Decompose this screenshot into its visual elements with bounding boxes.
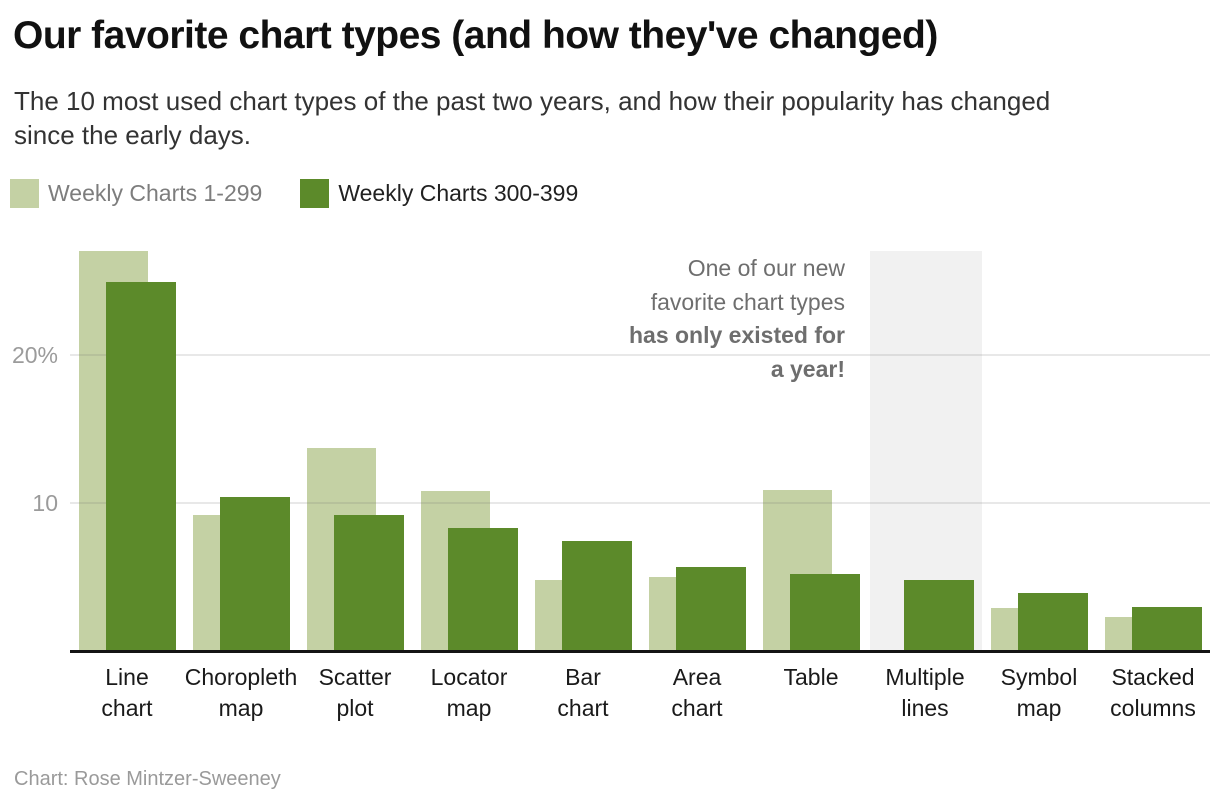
legend: Weekly Charts 1-299 Weekly Charts 300-39…: [10, 179, 578, 208]
bar-group-table: [754, 251, 868, 651]
x-axis-label-line: Symbol: [1000, 664, 1078, 690]
subtitle-line-1: The 10 most used chart types of the past…: [14, 86, 1051, 116]
x-axis-label-line: columns: [1110, 695, 1196, 721]
x-axis-label-line: plot: [336, 695, 374, 721]
subtitle-line-2: since the early days.: [14, 120, 252, 150]
gridline-10: [70, 501, 1210, 504]
legend-item-weekly-charts-1-299: Weekly Charts 1-299: [10, 179, 262, 208]
bar-weekly-charts-300-399-scatter-plot: [334, 514, 404, 651]
x-axis-label-line: Bar: [565, 664, 601, 690]
x-axis-label-line: Multiple: [885, 664, 965, 690]
gridline-20: [70, 353, 1210, 356]
legend-item-weekly-charts-300-399: Weekly Charts 300-399: [300, 179, 578, 208]
bar-group-locator-map: [412, 251, 526, 651]
bar-weekly-charts-300-399-choropleth-map: [220, 496, 290, 651]
x-axis-label-line: Area: [672, 664, 722, 690]
x-axis-label-area-chart: Area chart: [640, 662, 754, 724]
bar-weekly-charts-300-399-symbol-map: [1018, 593, 1088, 651]
x-axis-label-line: chart: [557, 695, 609, 721]
annotation-line: a year!: [770, 355, 845, 382]
y-axis-tick-label-10: 10: [32, 489, 58, 516]
annotation-line: favorite chart types: [650, 288, 845, 315]
chart-annotation: One of our new favorite chart types has on…: [629, 252, 845, 386]
x-axis-label-symbol-map: Symbol map: [982, 662, 1096, 724]
chart-credit: Chart: Rose Mintzer-Sweeney: [14, 768, 281, 790]
x-axis-label-line: lines: [901, 695, 949, 721]
bar-group-line-chart: [70, 251, 184, 651]
x-axis-label-line: chart: [671, 695, 723, 721]
page-subtitle: The 10 most used chart types of the past…: [14, 84, 1214, 152]
x-axis-label-line-chart: Line chart: [70, 662, 184, 724]
x-axis-label-table: Table: [754, 662, 868, 724]
legend-label: Weekly Charts 300-399: [338, 180, 579, 206]
bar-weekly-charts-300-399-locator-map: [448, 528, 518, 651]
x-axis-labels: Line chart Choropleth map Scatter plot Locator…: [70, 662, 1210, 724]
x-axis-label-line: Scatter: [318, 664, 392, 690]
x-axis-label-locator-map: Locator map: [412, 662, 526, 724]
annotation-line: has only existed for: [628, 322, 845, 348]
x-axis-label-line: Line: [105, 664, 149, 690]
x-axis-label-stacked-columns: Stacked columns: [1096, 662, 1210, 724]
x-axis-label-bar-chart: Bar chart: [526, 662, 640, 724]
x-axis-baseline: [70, 650, 1210, 653]
legend-swatch-dark-green: [300, 179, 330, 208]
bar-group-scatter-plot: [298, 251, 412, 651]
x-axis-label-line: map: [446, 695, 492, 721]
bar-group-bar-chart: [526, 251, 640, 651]
chart-plot: [70, 251, 1210, 651]
bar-weekly-charts-300-399-line-chart: [106, 282, 176, 651]
bar-group-stacked-columns: [1096, 251, 1210, 651]
x-axis-label-choropleth-map: Choropleth map: [184, 662, 298, 724]
x-axis-label-multiple-lines: Multiple lines: [868, 662, 982, 724]
bar-group-area-chart: [640, 251, 754, 651]
page-title: Our favorite chart types (and how they'v…: [13, 14, 938, 57]
bar-group-multiple-lines: [868, 251, 982, 651]
bar-group-symbol-map: [982, 251, 1096, 651]
x-axis-label-line: Table: [783, 664, 839, 690]
legend-label: Weekly Charts 1-299: [48, 180, 263, 206]
bar-weekly-charts-300-399-area-chart: [676, 566, 746, 651]
x-axis-label-line: Locator: [430, 664, 508, 690]
chart-plot-area: One of our new favorite chart types has on…: [0, 251, 1220, 651]
bar-weekly-charts-300-399-stacked-columns: [1132, 606, 1202, 651]
bar-weekly-charts-300-399-table: [790, 573, 860, 651]
bar-weekly-charts-300-399-bar-chart: [562, 541, 632, 651]
x-axis-label-line: map: [218, 695, 264, 721]
y-axis-tick-label-20: 20%: [11, 341, 58, 368]
x-axis-label-line: map: [1016, 695, 1062, 721]
x-axis-label-line: chart: [101, 695, 153, 721]
bar-weekly-charts-300-399-multiple-lines: [904, 579, 974, 651]
bar-group-choropleth-map: [184, 251, 298, 651]
x-axis-label-line: Stacked: [1111, 664, 1195, 690]
x-axis-label-line: Choropleth: [184, 664, 298, 690]
x-axis-label-scatter-plot: Scatter plot: [298, 662, 412, 724]
annotation-line: One of our new: [687, 255, 845, 281]
legend-swatch-light-green: [10, 179, 39, 208]
